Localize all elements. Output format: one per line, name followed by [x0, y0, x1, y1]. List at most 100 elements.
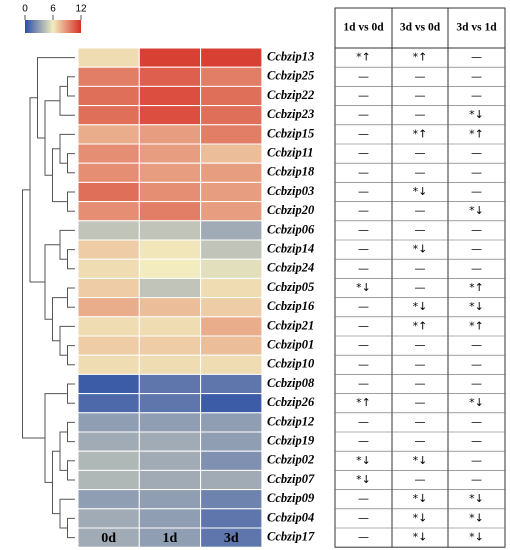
heatmap-cell [77, 162, 140, 183]
table-cell: *↓ [413, 243, 428, 256]
table-cell: *↑ [469, 127, 484, 140]
heatmap-cell [200, 277, 263, 299]
heatmap-cell [138, 124, 202, 145]
dendrogram-branch [67, 517, 75, 539]
heatmap-cell [77, 469, 140, 491]
gene-label: Ccbzip03 [267, 184, 314, 198]
gene-label: Ccbzip23 [267, 107, 314, 121]
heatmap-cell [138, 450, 202, 471]
heatmap-cell [138, 220, 202, 241]
table-cell: — [358, 262, 369, 275]
heatmap-cell [138, 354, 202, 375]
gene-label: Ccbzip20 [267, 203, 315, 217]
table-header: 3d vs 1d [456, 22, 497, 34]
table-cell: *↓ [413, 492, 428, 505]
table-cell: — [358, 339, 369, 352]
table-cell: *↓ [413, 454, 428, 467]
heatmap-cell [138, 469, 202, 491]
heatmap-cell [200, 220, 263, 241]
heatmap-cell [138, 201, 202, 222]
gene-label: Ccbzip06 [267, 222, 315, 236]
heatmap-cell [77, 239, 140, 260]
dendrogram-branch [22, 189, 45, 439]
gene-label: Ccbzip10 [267, 357, 315, 371]
colorbar-tick-label: 0 [22, 4, 28, 15]
table-cell: — [471, 339, 482, 352]
table-cell: — [358, 204, 369, 217]
heatmap-cell [77, 508, 140, 529]
table-cell: — [415, 108, 426, 121]
heatmap-cell [77, 181, 140, 203]
heatmap-cell [200, 335, 263, 356]
gene-label: Ccbzip21 [267, 318, 314, 332]
heatmap-cell [77, 105, 140, 126]
table-cell: — [471, 454, 482, 467]
gene-label: Ccbzip02 [267, 453, 314, 467]
gene-label: Ccbzip12 [267, 414, 314, 428]
table-cell: — [358, 415, 369, 428]
table-cell: — [471, 358, 482, 371]
gene-label: Ccbzip08 [267, 376, 315, 390]
heatmap-cell [77, 450, 140, 471]
heatmap-cell [138, 66, 202, 87]
dendrogram-branch [52, 450, 60, 515]
gene-label: Ccbzip14 [267, 241, 314, 255]
table-cell: — [471, 51, 482, 64]
gene-label: Ccbzip18 [267, 165, 315, 179]
gene-label: Ccbzip11 [267, 145, 314, 159]
dendrogram-branch [59, 431, 68, 471]
table-cell: *↓ [413, 300, 428, 313]
heatmap-cell [200, 105, 263, 126]
heatmap-cell [200, 469, 263, 491]
table-header: 3d vs 0d [400, 22, 441, 34]
heatmap-cell [138, 412, 202, 433]
table-cell: *↓ [469, 396, 484, 409]
table-cell: — [415, 358, 426, 371]
heatmap-cell [77, 412, 140, 433]
heatmap-cell [77, 85, 140, 107]
table-cell: — [358, 70, 369, 83]
table-cell: — [415, 377, 426, 390]
heatmap-cell [200, 143, 263, 164]
table-cell: — [471, 415, 482, 428]
table-cell: — [358, 243, 369, 256]
gene-label: Ccbzip25 [267, 69, 314, 83]
table-cell: — [415, 70, 426, 83]
heatmap-cell [77, 373, 140, 395]
table-cell: — [358, 166, 369, 179]
table-cell: *↓ [469, 511, 484, 524]
heatmap-cell [138, 316, 202, 337]
dendrogram-branch [67, 421, 75, 443]
dendrogram-branch [67, 287, 75, 308]
heatmap-cell [138, 181, 202, 203]
table-header: 1d vs 0d [343, 22, 384, 34]
dendrogram-branch [67, 383, 75, 404]
table-cell: *↑ [413, 127, 428, 140]
heatmap-cell [138, 335, 202, 356]
heatmap-cell [77, 258, 140, 279]
table-cell: *↓ [469, 204, 484, 217]
heatmap-cell [200, 431, 263, 452]
heatmap-cell [200, 373, 263, 395]
heatmap-cell [77, 143, 140, 164]
table-cell: — [415, 262, 426, 275]
heatmap-cell [200, 47, 263, 68]
heatmap-cell [200, 489, 263, 510]
dendrogram [22, 57, 75, 539]
heatmap-cell [200, 297, 263, 318]
table-cell: — [358, 300, 369, 313]
gene-label: Ccbzip01 [267, 337, 314, 351]
table-cell: — [358, 223, 369, 236]
heatmap-cell [200, 85, 263, 107]
heatmap-cell [200, 393, 263, 414]
heatmap-cell [77, 66, 140, 87]
gene-label: Ccbzip24 [267, 261, 314, 275]
colorbar-tick-label: 6 [50, 4, 56, 15]
table-cell: — [415, 473, 426, 486]
table-cell: — [358, 377, 369, 390]
column-label: 0d [101, 531, 116, 546]
heatmap-cell [77, 316, 140, 337]
column-label: 1d [163, 531, 178, 546]
heatmap-cell [200, 181, 263, 203]
